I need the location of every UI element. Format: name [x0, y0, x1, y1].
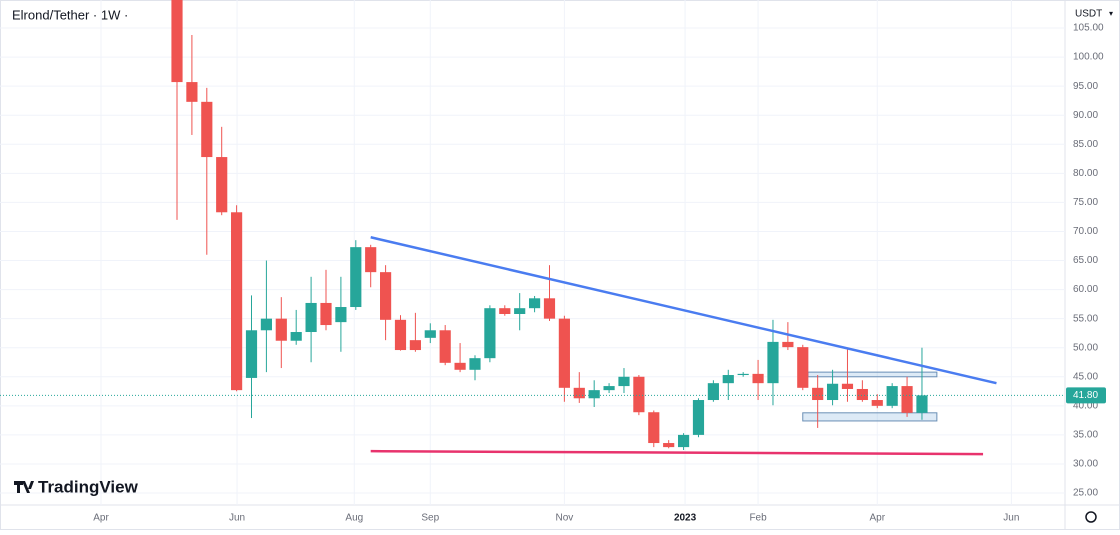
- trendline: [370, 449, 984, 456]
- x-tick-label: Jun: [229, 513, 245, 524]
- y-tick-label: 75.00: [1073, 197, 1098, 208]
- candle-body: [841, 383, 854, 389]
- zone: [802, 412, 938, 422]
- candle-body: [380, 272, 392, 320]
- x-tick-label: Apr: [93, 513, 109, 524]
- y-tick-label: 105.00: [1073, 23, 1104, 34]
- candle-body: [722, 375, 734, 384]
- candle-body: [335, 307, 347, 323]
- candle-body: [886, 386, 898, 406]
- candle-body: [707, 383, 719, 401]
- candle-body: [737, 373, 749, 376]
- candle-body: [528, 298, 541, 309]
- candle-body: [305, 302, 317, 333]
- plot: [0, 0, 1065, 456]
- y-tick-label: 45.00: [1073, 371, 1098, 382]
- trendline: [370, 236, 997, 385]
- candle-body: [424, 330, 436, 338]
- candle-body: [812, 387, 824, 401]
- candle-body: [692, 400, 705, 435]
- x-tick-label: Jun: [1003, 513, 1019, 524]
- candle-body: [782, 341, 794, 348]
- y-tick-label: 40.00: [1073, 400, 1098, 411]
- candle-body: [499, 308, 511, 314]
- candle-body: [603, 386, 615, 391]
- x-tick-label: Feb: [749, 513, 767, 524]
- candle-body: [275, 318, 287, 341]
- x-tick-label: 2023: [674, 513, 697, 524]
- candle-body: [648, 412, 660, 444]
- y-tick-label: 55.00: [1073, 313, 1098, 324]
- candle-body: [260, 318, 272, 331]
- y-tick-label: 35.00: [1073, 430, 1098, 441]
- x-tick-label: Aug: [345, 513, 363, 524]
- candle-body: [677, 434, 690, 448]
- candle-body: [409, 340, 421, 351]
- candle-body: [618, 376, 630, 387]
- last-price-box: [1066, 387, 1106, 404]
- x-tick-label: Nov: [555, 513, 573, 524]
- currency-caret: ▾: [1109, 9, 1113, 18]
- candle-body: [469, 358, 481, 370]
- candle-body: [826, 383, 839, 401]
- logo-mark: [14, 481, 34, 493]
- y-tick-label: 30.00: [1073, 459, 1098, 470]
- candle-body: [231, 212, 243, 391]
- last-price-label: 41.80: [1073, 390, 1098, 401]
- candle-body: [916, 395, 928, 413]
- candle-body: [245, 330, 258, 378]
- candle-body: [588, 390, 600, 399]
- candle-body: [901, 386, 913, 413]
- candle-body: [186, 82, 198, 102]
- candle-body: [320, 302, 332, 326]
- x-tick-label: Sep: [421, 513, 439, 524]
- candle-body: [514, 308, 526, 314]
- axis: 25.00 30.00 35.00 40.00 45.00 50.00 55.00 60.00…: [93, 23, 1106, 524]
- candle-body: [752, 373, 764, 384]
- candle-body: [543, 298, 556, 319]
- candle-body: [856, 388, 868, 401]
- watermark: TradingView: [38, 477, 139, 496]
- candle-body: [365, 247, 377, 273]
- candle-body: [558, 318, 570, 388]
- candle-body: [171, 0, 183, 83]
- y-tick-label: 85.00: [1073, 139, 1098, 150]
- settings-icon[interactable]: [1085, 511, 1097, 523]
- candle-body: [871, 400, 883, 406]
- y-tick-label: 90.00: [1073, 110, 1098, 121]
- candle-body: [663, 443, 675, 448]
- y-tick-label: 50.00: [1073, 342, 1098, 353]
- y-tick-label: 65.00: [1073, 255, 1098, 266]
- candle-body: [290, 332, 302, 341]
- candle-body: [350, 247, 362, 308]
- candle-body: [216, 157, 228, 213]
- candle-body: [484, 308, 496, 359]
- y-tick-label: 60.00: [1073, 284, 1098, 295]
- candle-body: [797, 347, 809, 388]
- chart-title: Elrond/Tether · 1W ·: [12, 7, 128, 22]
- y-tick-label: 25.00: [1073, 488, 1098, 499]
- candle-body: [633, 376, 645, 413]
- candle-body: [394, 319, 407, 351]
- candle-body: [573, 387, 585, 399]
- y-tick-label: 100.00: [1073, 52, 1104, 63]
- grid: [0, 0, 1065, 505]
- y-tick-label: 95.00: [1073, 81, 1098, 92]
- y-tick-label: 70.00: [1073, 226, 1098, 237]
- currency: USDT: [1075, 9, 1102, 20]
- candle-body: [201, 101, 213, 158]
- x-tick-label: Apr: [869, 513, 885, 524]
- candle-body: [767, 341, 779, 384]
- candle-body: [454, 362, 466, 370]
- y-tick-label: 80.00: [1073, 168, 1098, 179]
- logo: TradingView: [14, 477, 139, 496]
- zone: [807, 371, 938, 378]
- candle-body: [439, 330, 451, 363]
